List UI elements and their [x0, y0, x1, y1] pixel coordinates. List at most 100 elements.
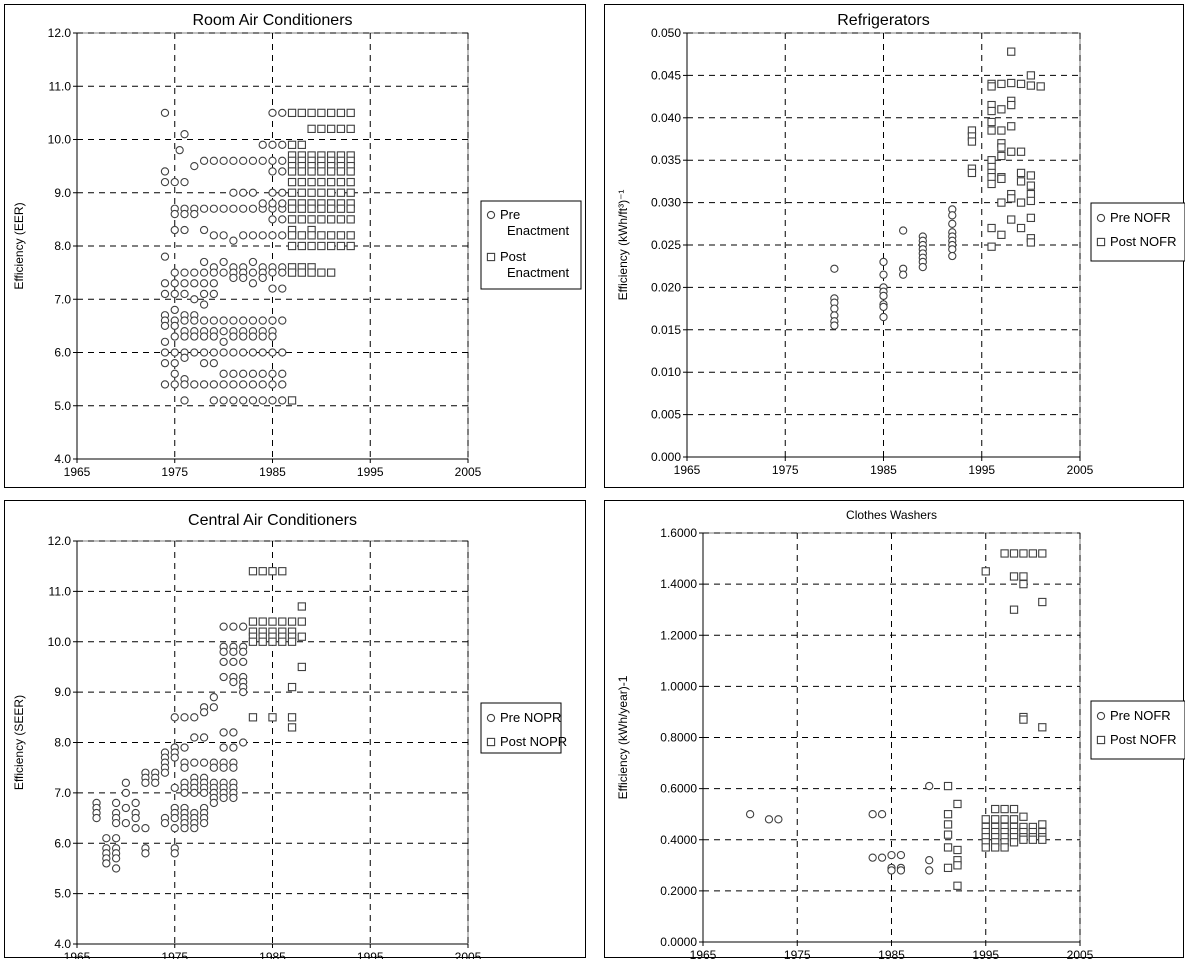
data-point [297, 632, 306, 641]
data-point [346, 188, 355, 197]
legend-marker [1096, 711, 1106, 721]
data-point [1000, 549, 1009, 558]
data-point [278, 369, 287, 378]
data-point [1026, 71, 1036, 80]
data-point [170, 813, 179, 823]
data-point [925, 856, 934, 865]
data-point [1019, 715, 1028, 724]
data-point [1026, 238, 1036, 247]
data-point [180, 353, 189, 362]
data-point [141, 823, 150, 833]
y-tick-label: 0.020 [651, 280, 681, 294]
data-point [248, 279, 258, 288]
data-point [987, 173, 996, 182]
data-point [92, 813, 101, 823]
data-point [258, 332, 267, 341]
data-point [997, 105, 1006, 114]
data-point [943, 810, 953, 819]
data-point [141, 849, 150, 858]
data-point [307, 167, 316, 176]
data-point [219, 369, 228, 378]
data-point [160, 380, 170, 389]
data-point [170, 305, 179, 315]
data-point [879, 270, 888, 279]
data-point [336, 124, 346, 133]
data-point [248, 380, 258, 389]
data-point [287, 140, 297, 149]
legend-label: Pre NOPR [500, 710, 561, 725]
data-point [258, 316, 267, 325]
data-point [326, 167, 336, 176]
data-point [287, 396, 297, 405]
y-tick-label: 0.005 [651, 408, 681, 422]
data-point [209, 156, 218, 165]
data-point [209, 289, 218, 299]
data-point [258, 140, 267, 149]
data-point [287, 268, 297, 277]
data-point [307, 188, 316, 197]
data-point [879, 312, 888, 322]
data-point [229, 204, 238, 213]
data-point [239, 647, 248, 656]
data-point [190, 268, 199, 277]
data-point [170, 289, 179, 299]
legend-label: Post NOFR [1110, 234, 1176, 249]
data-point [209, 332, 218, 341]
data-point [199, 733, 209, 742]
series-pre-nofr [745, 781, 934, 875]
data-point [229, 677, 238, 687]
data-point [297, 215, 306, 224]
data-point [239, 380, 248, 389]
data-point [297, 241, 306, 251]
data-point [258, 199, 267, 208]
data-point [336, 231, 346, 240]
y-tick-label: 0.000 [651, 450, 681, 464]
data-point [258, 380, 267, 389]
data-point [1019, 812, 1028, 821]
data-point [268, 567, 277, 576]
data-point [190, 161, 199, 171]
data-point [1016, 198, 1026, 207]
data-point [336, 167, 346, 176]
data-point [111, 864, 121, 873]
data-point [326, 241, 336, 251]
data-point [877, 853, 887, 862]
data-point [170, 783, 179, 792]
data-point [258, 617, 267, 626]
data-point [160, 108, 170, 118]
data-point [248, 204, 258, 213]
data-point [1026, 213, 1036, 223]
data-point [219, 728, 228, 737]
data-point [268, 316, 277, 325]
data-point [248, 567, 258, 576]
data-point [190, 713, 199, 722]
data-point [326, 231, 336, 240]
y-tick-label: 10.0 [48, 635, 72, 649]
data-point [278, 108, 287, 118]
data-point [297, 204, 306, 213]
data-point [180, 279, 189, 288]
data-point [1016, 79, 1026, 89]
chart-title: Central Air Conditioners [188, 512, 357, 529]
data-point [307, 241, 316, 251]
data-point [297, 177, 306, 187]
data-point [981, 815, 990, 824]
x-tick-label: 1965 [64, 465, 91, 479]
y-tick-label: 1.2000 [660, 628, 697, 642]
data-point [287, 682, 297, 692]
series-post-nopr [248, 567, 306, 732]
data-point [239, 188, 248, 197]
data-point [1009, 804, 1019, 814]
x-tick-label: 1965 [64, 950, 91, 959]
data-point [199, 257, 209, 267]
legend-marker [1096, 735, 1106, 745]
data-point [111, 854, 121, 863]
data-point [317, 124, 326, 133]
data-point [180, 763, 189, 772]
data-point [278, 567, 287, 576]
data-point [239, 348, 248, 357]
data-point [180, 130, 189, 139]
data-point [1000, 815, 1009, 824]
data-point [180, 713, 189, 722]
data-point [1026, 81, 1036, 90]
